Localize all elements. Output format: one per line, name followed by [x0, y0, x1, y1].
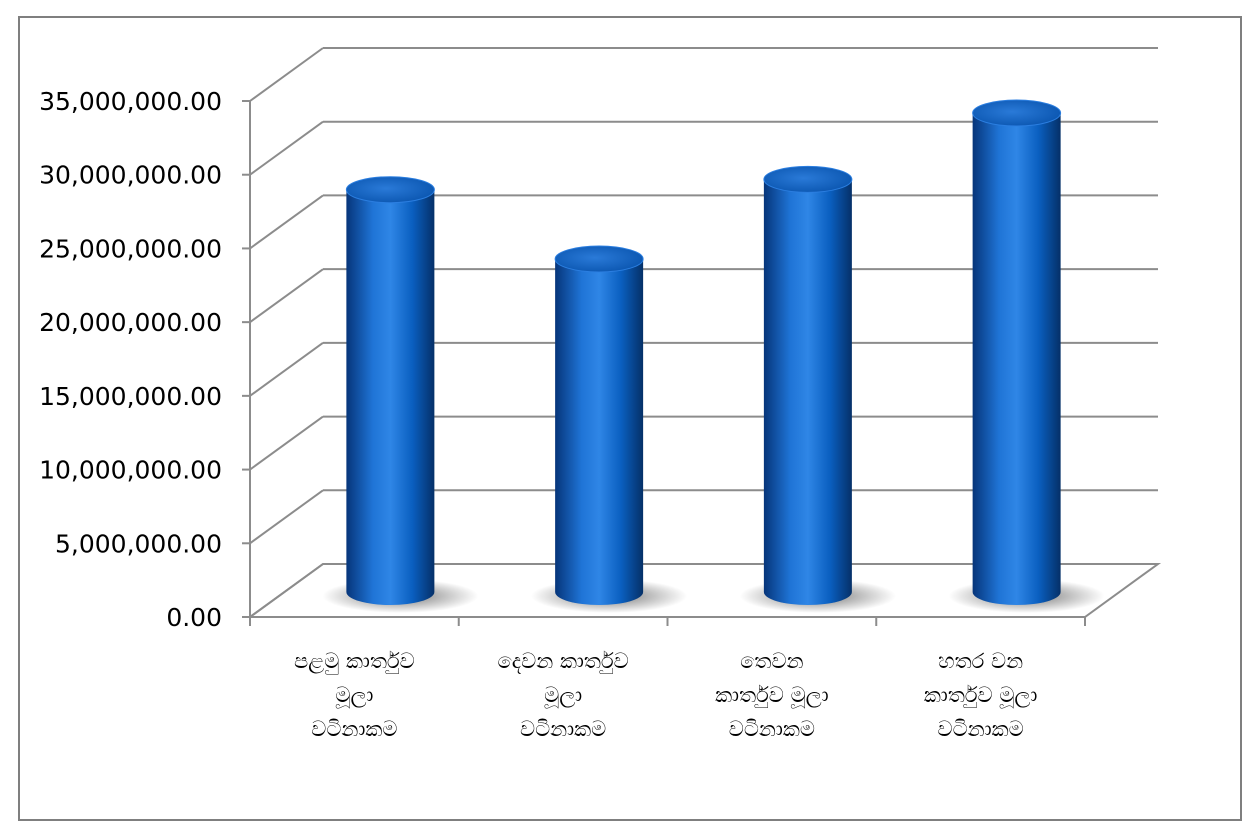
bar-layer: [322, 99, 1105, 613]
bar-top: [345, 176, 435, 204]
y-tick-label: 10,000,000.00: [39, 456, 222, 485]
bar-top: [763, 165, 853, 193]
y-axis-ticks: 0.00 5,000,000.00 10,000,000.00 15,000,000.…: [39, 87, 222, 632]
y-tick-label: 25,000,000.00: [39, 234, 222, 263]
floor: [246, 563, 1162, 618]
bar-body: [346, 189, 435, 605]
y-tick-label: 5,000,000.00: [55, 529, 222, 558]
y-tick-label: 15,000,000.00: [39, 382, 222, 411]
bar-body: [555, 258, 644, 605]
x-tick-label: තෙවන කාර්තුව මූලා වටිනාකම: [715, 649, 829, 741]
gridline-diagonal: [249, 342, 324, 397]
bar-body: [763, 179, 852, 605]
bar: [948, 99, 1105, 613]
y-tick-label: 20,000,000.00: [39, 308, 222, 337]
bar-body: [972, 113, 1061, 605]
bar: [322, 176, 479, 613]
gridline-diagonal: [249, 47, 324, 102]
bar: [739, 165, 896, 613]
y-tick-label: 35,000,000.00: [39, 87, 222, 116]
gridline-diagonal: [249, 415, 324, 471]
x-tick-label: දෙවන කාර්තුව මූලා වටිනාකම: [498, 649, 629, 741]
y-tick-label: 30,000,000.00: [39, 161, 222, 190]
x-tick-label: පළමු කාර්තුව මූලා වටිනාකම: [294, 649, 415, 741]
x-tick-label: හතර වන කාර්තුව මූලා වටිනාකම: [924, 649, 1038, 741]
gridline-diagonal: [249, 268, 324, 323]
y-tick-label: 0.00: [166, 603, 222, 632]
bar-top: [554, 245, 644, 273]
bar: [531, 245, 688, 613]
gridline-diagonal: [249, 120, 324, 176]
gridline-diagonal: [249, 194, 324, 250]
bar-top: [972, 99, 1062, 127]
gridline-diagonal: [249, 489, 324, 545]
x-axis-ticks: පළමු කාර්තුව මූලා වටිනාකම දෙවන කාර්තුව මූලා ව…: [294, 649, 1037, 741]
